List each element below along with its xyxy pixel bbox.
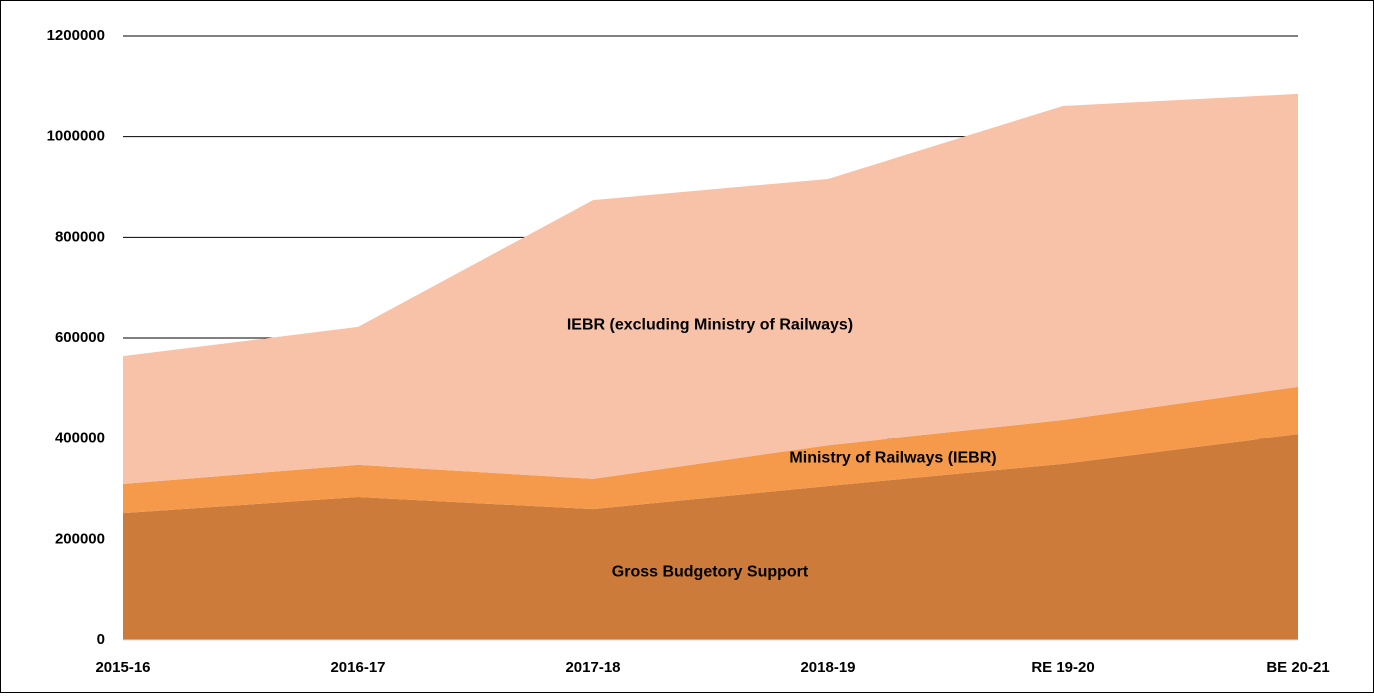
- x-tick-label: 2018-19: [800, 659, 855, 676]
- y-tick-label: 400000: [55, 430, 105, 447]
- y-tick-label: 1200000: [47, 27, 105, 44]
- series-label: Ministry of Railways (IEBR): [789, 449, 997, 467]
- x-tick-label: 2017-18: [565, 659, 620, 676]
- y-tick-label: 600000: [55, 329, 105, 346]
- y-tick-label: 200000: [55, 530, 105, 547]
- y-tick-label: 800000: [55, 228, 105, 245]
- series-label: Gross Budgetory Support: [611, 563, 809, 581]
- y-tick-label: 1000000: [47, 128, 105, 145]
- x-tick-label: RE 19-20: [1031, 659, 1094, 676]
- x-tick-label: BE 20-21: [1266, 659, 1329, 676]
- x-tick-label: 2015-16: [95, 659, 150, 676]
- x-tick-label: 2016-17: [330, 659, 385, 676]
- area: [123, 434, 1298, 640]
- area: [123, 386, 1298, 514]
- y-tick-label: 0: [97, 631, 105, 648]
- area: [123, 93, 1298, 484]
- series-label: IEBR (excluding Ministry of Railways): [566, 316, 854, 334]
